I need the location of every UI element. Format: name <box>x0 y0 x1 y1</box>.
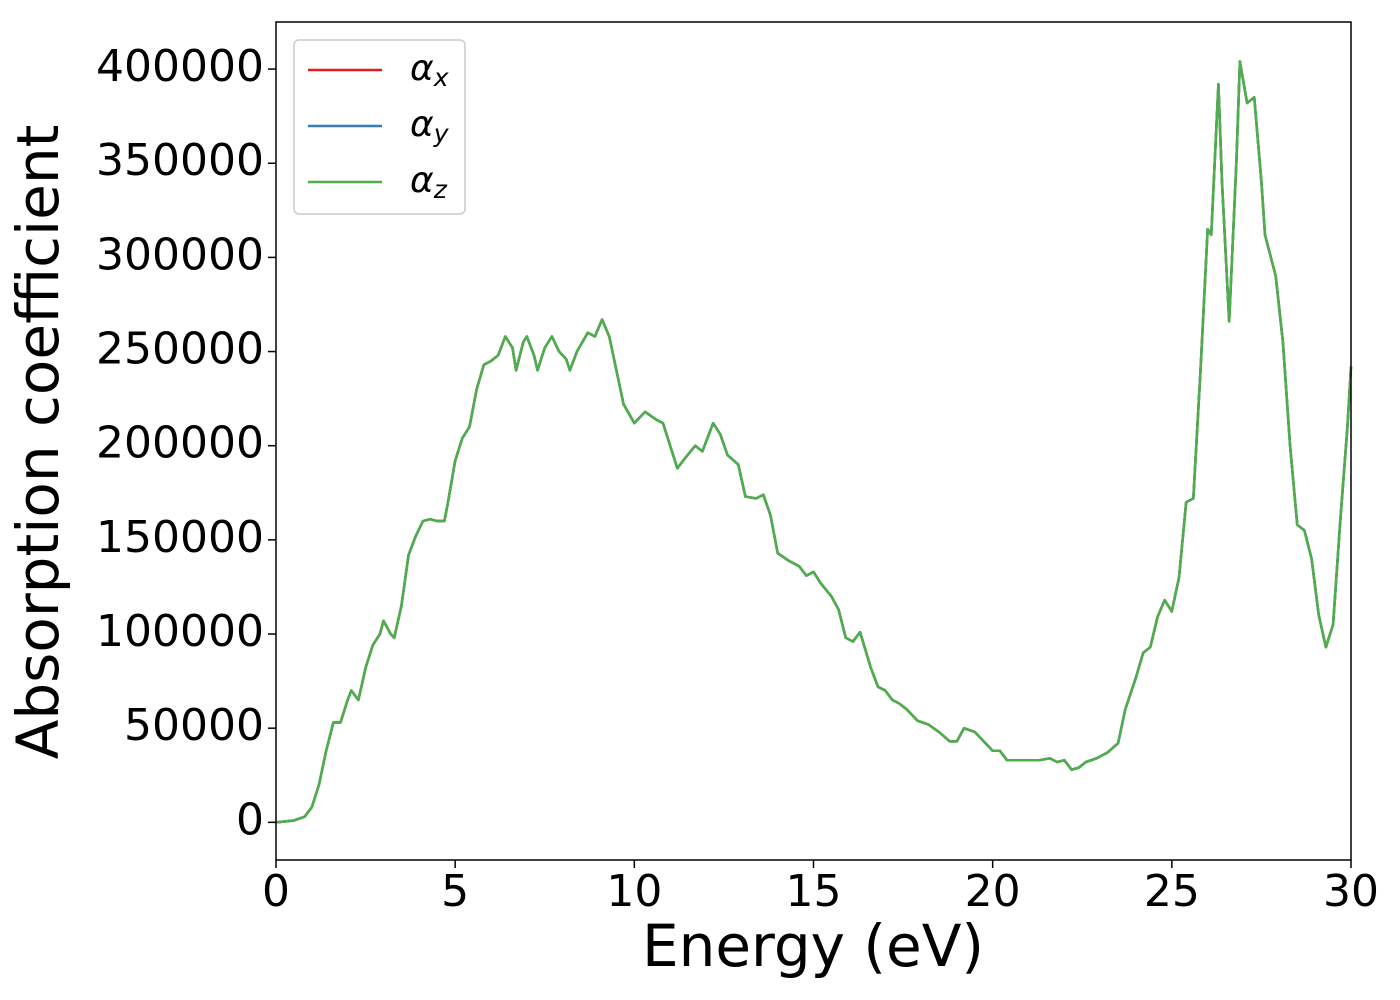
y-tick-label: 50000 <box>124 700 264 751</box>
y-tick-label: 100000 <box>96 606 264 657</box>
x-tick-label: 5 <box>441 866 469 917</box>
x-tick-label: 30 <box>1323 866 1379 917</box>
y-tick-label: 400000 <box>96 41 264 92</box>
x-tick-label: 25 <box>1144 866 1200 917</box>
y-tick-label: 0 <box>236 794 264 845</box>
x-tick-label: 15 <box>786 866 842 917</box>
y-tick-label: 150000 <box>96 512 264 563</box>
y-tick-label: 300000 <box>96 229 264 280</box>
x-tick-label: 20 <box>965 866 1021 917</box>
y-axis-label: Absorption coefficient <box>4 125 72 760</box>
y-tick-label: 200000 <box>96 418 264 469</box>
legend-label: αx <box>410 48 449 92</box>
plot-frame <box>275 21 1352 861</box>
x-axis-label: Energy (eV) <box>642 912 984 980</box>
legend-label: αy <box>410 104 450 148</box>
x-tick-label: 0 <box>262 866 290 917</box>
y-tick-label: 350000 <box>96 135 264 186</box>
series-line <box>275 60 1353 824</box>
x-tick-label: 10 <box>606 866 662 917</box>
legend-label: αz <box>410 160 448 204</box>
y-tick-label: 250000 <box>96 324 264 375</box>
